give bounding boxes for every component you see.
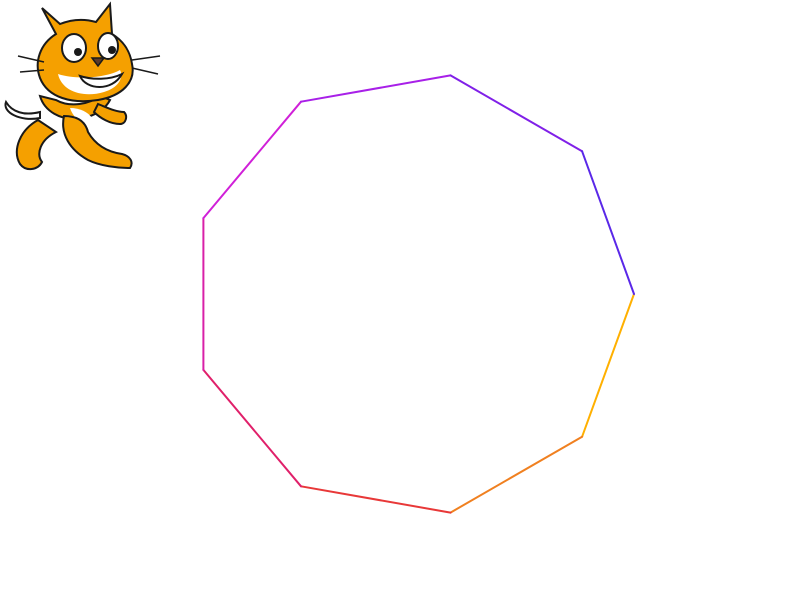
pen-segment-8	[449, 74, 584, 153]
cat-pupil-right	[108, 46, 116, 54]
pen-segment-9	[581, 150, 635, 295]
cat-arm	[92, 102, 128, 126]
cat-mouth	[78, 71, 125, 88]
pen-segment-7	[300, 74, 452, 103]
pen-segment-3	[300, 485, 452, 514]
cat-front-leg	[62, 114, 133, 170]
pen-segment-4	[202, 368, 302, 488]
cat-eye-left	[61, 33, 87, 63]
cat-whiskers	[17, 55, 161, 75]
cat-eye-right	[97, 32, 119, 60]
scratch-cat-icon[interactable]	[0, 0, 164, 178]
cat-belly	[70, 108, 92, 123]
cat-nose	[90, 57, 106, 68]
cat-pupil-left	[74, 48, 82, 56]
pen-segment-6	[202, 100, 302, 220]
cat-tail	[4, 99, 41, 120]
cat-back-leg	[15, 118, 58, 170]
pen-segment-1	[581, 293, 635, 438]
pen-segment-2	[449, 435, 584, 514]
